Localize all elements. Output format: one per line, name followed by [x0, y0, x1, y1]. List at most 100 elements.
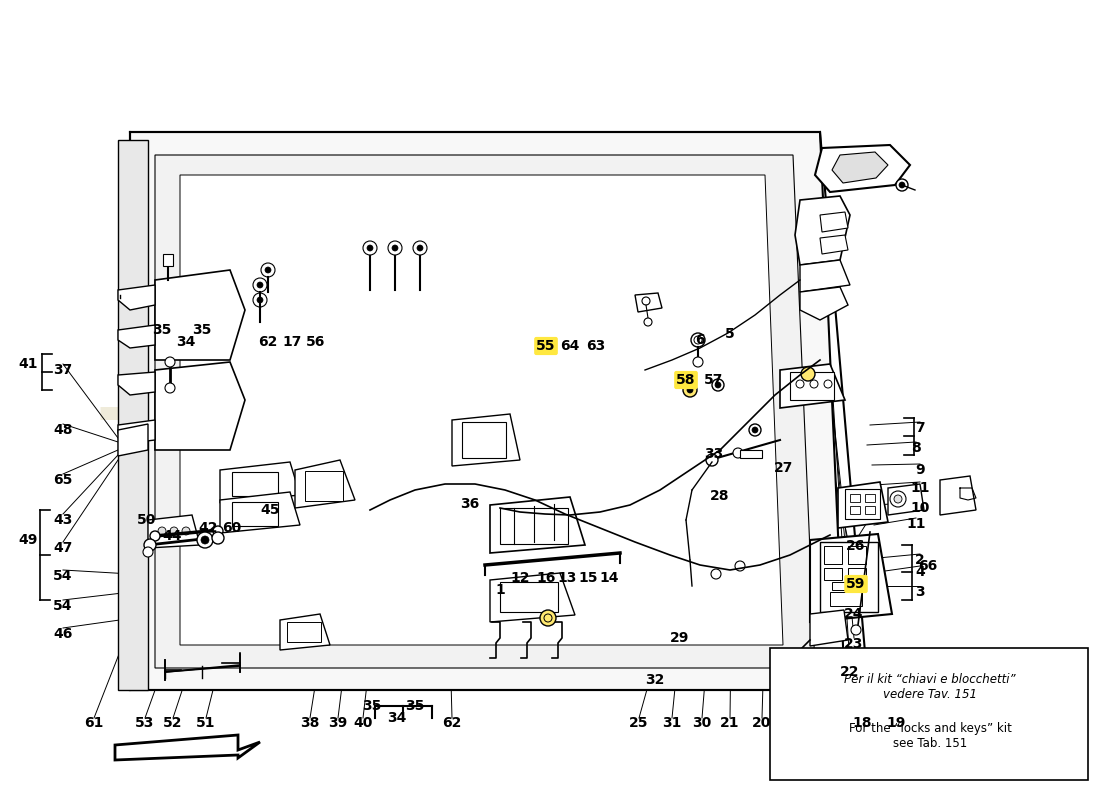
Bar: [832, 582, 860, 590]
Bar: [865, 506, 874, 514]
Text: 30: 30: [692, 716, 712, 730]
Polygon shape: [220, 462, 300, 503]
Bar: [850, 506, 860, 514]
Polygon shape: [452, 414, 520, 466]
Polygon shape: [838, 482, 888, 528]
Circle shape: [150, 531, 160, 541]
Bar: [740, 450, 762, 458]
Text: 63: 63: [586, 339, 606, 353]
Text: 10: 10: [911, 501, 930, 515]
Polygon shape: [118, 140, 148, 690]
Text: 37: 37: [54, 363, 73, 377]
Circle shape: [212, 532, 224, 544]
Polygon shape: [295, 460, 355, 508]
Text: 22: 22: [840, 665, 860, 679]
Bar: [500, 582, 558, 612]
Text: 44: 44: [163, 529, 182, 543]
Bar: [163, 254, 173, 266]
Circle shape: [715, 382, 720, 388]
Text: 57: 57: [704, 373, 724, 387]
Polygon shape: [118, 372, 155, 395]
Circle shape: [265, 267, 271, 273]
Polygon shape: [118, 424, 148, 456]
Polygon shape: [148, 515, 200, 548]
Circle shape: [170, 527, 178, 535]
Text: 35: 35: [405, 699, 425, 713]
Text: 62: 62: [258, 335, 277, 349]
Polygon shape: [820, 235, 848, 254]
Bar: [305, 471, 343, 501]
Polygon shape: [280, 614, 330, 650]
Circle shape: [735, 561, 745, 571]
Circle shape: [796, 380, 804, 388]
Text: 40: 40: [353, 716, 373, 730]
Bar: [865, 494, 874, 502]
Polygon shape: [155, 270, 245, 360]
Text: 54: 54: [53, 599, 73, 613]
Text: 19: 19: [887, 716, 905, 730]
Text: 61: 61: [85, 716, 103, 730]
Text: 35: 35: [192, 323, 211, 337]
Polygon shape: [800, 260, 850, 292]
Text: 60: 60: [222, 521, 242, 535]
Text: 20: 20: [752, 716, 772, 730]
Text: Per il kit “chiavi e blocchetti”
vedere Tav. 151: Per il kit “chiavi e blocchetti” vedere …: [844, 673, 1015, 701]
Circle shape: [642, 297, 650, 305]
Text: 24: 24: [845, 607, 864, 621]
Text: 58: 58: [676, 373, 695, 387]
Polygon shape: [832, 152, 888, 183]
Polygon shape: [810, 534, 892, 622]
Polygon shape: [810, 610, 848, 646]
Circle shape: [197, 532, 213, 548]
Bar: [232, 472, 278, 496]
Polygon shape: [888, 484, 924, 515]
Text: 47: 47: [53, 541, 73, 555]
Circle shape: [388, 241, 401, 255]
Circle shape: [165, 383, 175, 393]
Text: 43: 43: [53, 513, 73, 527]
Text: 52: 52: [163, 716, 183, 730]
Polygon shape: [800, 287, 848, 320]
Text: 3: 3: [915, 585, 925, 599]
Circle shape: [392, 245, 398, 251]
Bar: [790, 372, 834, 400]
Circle shape: [540, 610, 556, 626]
Circle shape: [894, 495, 902, 503]
Text: 59: 59: [846, 577, 866, 591]
Text: 2: 2: [915, 553, 925, 567]
Polygon shape: [118, 285, 155, 310]
Circle shape: [733, 448, 742, 458]
Text: 53: 53: [135, 716, 155, 730]
Text: 56: 56: [306, 335, 326, 349]
Bar: [845, 489, 880, 519]
Text: 51: 51: [196, 716, 216, 730]
Text: 31: 31: [662, 716, 682, 730]
Text: 34: 34: [176, 335, 196, 349]
Circle shape: [143, 547, 153, 557]
Circle shape: [706, 454, 718, 466]
Bar: [824, 568, 842, 580]
Circle shape: [749, 424, 761, 436]
Circle shape: [544, 614, 552, 622]
Text: 21: 21: [720, 716, 739, 730]
Bar: [850, 494, 860, 502]
Text: 18: 18: [852, 716, 871, 730]
Circle shape: [253, 293, 267, 307]
Text: 54: 54: [53, 569, 73, 583]
Circle shape: [712, 379, 724, 391]
Circle shape: [752, 427, 758, 433]
Circle shape: [261, 263, 275, 277]
Text: 29: 29: [670, 631, 690, 645]
Text: 46: 46: [53, 627, 73, 641]
Circle shape: [144, 539, 156, 551]
Circle shape: [694, 336, 702, 344]
Text: 12: 12: [510, 571, 530, 585]
Text: a passion: a passion: [375, 534, 625, 586]
Text: 26: 26: [846, 539, 866, 553]
Circle shape: [367, 245, 373, 251]
Text: 5: 5: [725, 327, 735, 341]
Circle shape: [691, 333, 705, 347]
Text: 49: 49: [19, 533, 37, 547]
Circle shape: [683, 383, 697, 397]
Text: 27: 27: [774, 461, 794, 475]
